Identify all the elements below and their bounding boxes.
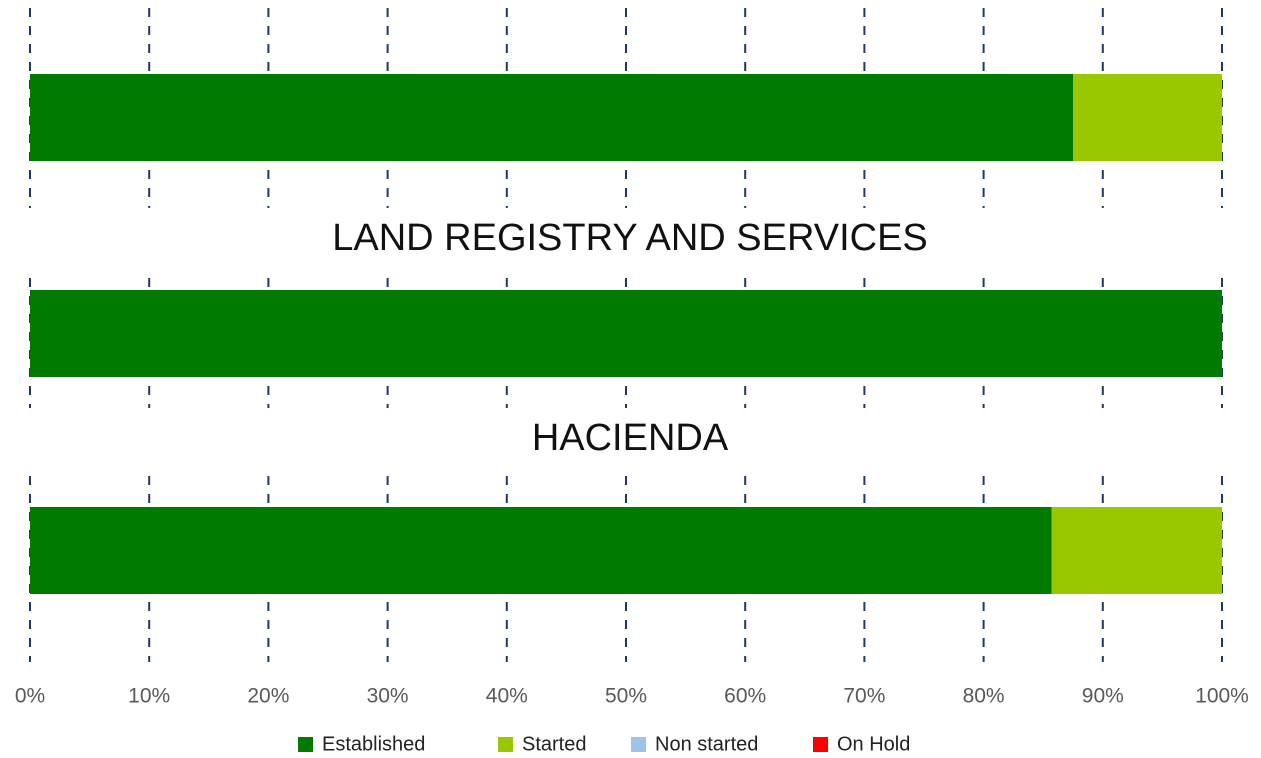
bar-segment	[30, 507, 1052, 594]
legend-label: Non started	[655, 733, 758, 755]
bar-segment	[30, 74, 1073, 161]
bar-segment	[30, 290, 1222, 377]
legend-swatch	[298, 737, 313, 752]
x-tick-label: 40%	[486, 685, 528, 708]
x-tick-label: 10%	[128, 685, 170, 708]
legend-swatch	[631, 737, 646, 752]
category-label: LAND REGISTRY AND SERVICES	[332, 217, 928, 259]
x-tick-label: 0%	[15, 685, 45, 708]
legend-swatch	[498, 737, 513, 752]
x-tick-label: 80%	[963, 685, 1005, 708]
x-tick-label: 20%	[247, 685, 289, 708]
x-tick-label: 60%	[724, 685, 766, 708]
bar-segment	[1051, 507, 1222, 594]
legend-swatch	[813, 737, 828, 752]
x-tick-label: 70%	[843, 685, 885, 708]
category-label: HACIENDA	[532, 417, 729, 459]
x-tick-label: 50%	[605, 685, 647, 708]
bar-segment	[1073, 74, 1222, 161]
legend-label: On Hold	[837, 733, 910, 755]
x-tick-label: 90%	[1082, 685, 1124, 708]
title-backdrop	[0, 208, 1261, 272]
x-tick-label: 100%	[1195, 685, 1249, 708]
legend-label: Established	[322, 733, 425, 755]
title-backdrop	[0, 408, 1261, 472]
legend-label: Started	[522, 733, 586, 755]
x-tick-label: 30%	[367, 685, 409, 708]
